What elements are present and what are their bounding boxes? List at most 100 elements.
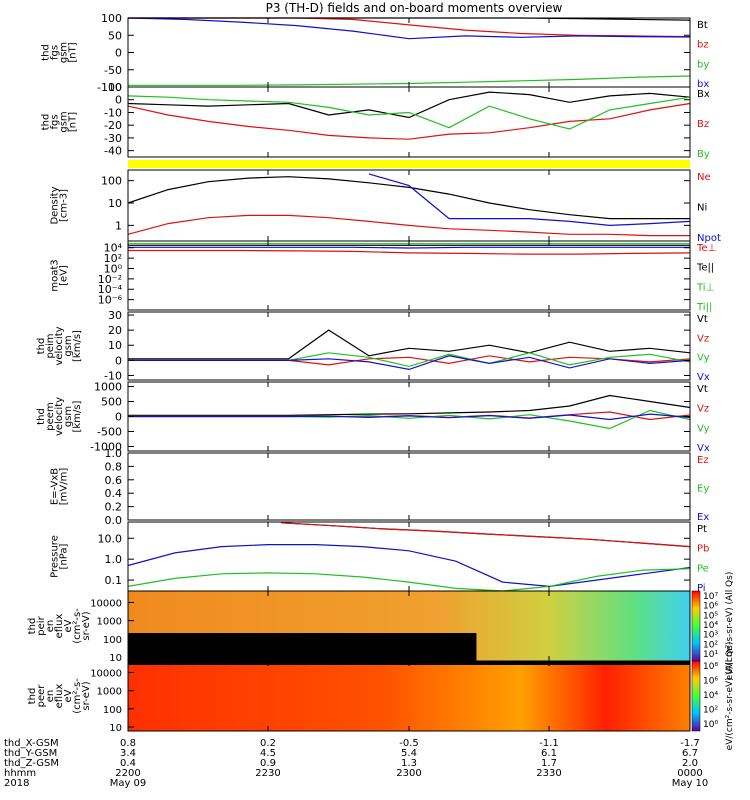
x-tick-label: 0.2	[260, 738, 276, 749]
legend-label: Pi	[697, 583, 706, 594]
series-line-ni	[127, 176, 690, 220]
x-tick-label: 2230	[255, 768, 280, 779]
legend-label: Bz	[697, 119, 709, 130]
legend-label: Te⊥	[696, 243, 716, 254]
legend-label: By	[697, 149, 710, 160]
legend-label: Vz	[697, 333, 709, 344]
y-tick-label: 0.0	[105, 514, 123, 527]
mode-bar	[128, 160, 690, 168]
y-tick-label: 1000	[94, 381, 122, 394]
colorbar-tick-label: 10⁶	[703, 602, 718, 612]
legend-label: Pb	[697, 544, 709, 555]
y-tick-label: 100	[101, 175, 122, 188]
legend-label: Bx	[697, 89, 710, 100]
y-tick-label: -10	[104, 106, 122, 119]
y-tick-label: 30	[108, 309, 122, 322]
y-tick-label: 10⁻⁴	[98, 283, 123, 296]
y-tick-label: 100	[103, 635, 122, 646]
panel-3: 100 10 1 Ne Ni Npot Density[cm-3]	[50, 169, 721, 244]
y-tick-label: 0.6	[105, 474, 123, 487]
y-axis-label: [nT]	[68, 112, 79, 132]
x-axis-row-label: thd_X-GSM	[4, 738, 59, 749]
series-line-by	[127, 95, 691, 130]
legend-label: bx	[697, 79, 709, 90]
y-tick-label: 10⁻⁶	[98, 294, 123, 307]
panel-6: 1000 500 0 -500 -1000 Vt Vz Vy Vx thdpeemvelocity…	[36, 381, 710, 455]
y-tick-label: 1000	[97, 687, 122, 698]
y-tick-label: -500	[97, 426, 122, 439]
x-tick-label: 1.3	[401, 758, 417, 769]
series-line-vx	[128, 413, 691, 421]
x-axis-row-label: thd_Z-GSM	[4, 758, 59, 769]
y-axis-label: eV	[63, 689, 74, 702]
series-line-vx	[128, 355, 691, 371]
y-axis-label: thd	[36, 408, 47, 425]
y-tick-label: 10	[108, 197, 122, 210]
x-tick-label: -0.5	[399, 738, 419, 749]
colorbar-tick-label: 10⁵	[703, 611, 718, 621]
y-axis-label: peir	[36, 615, 47, 635]
y-axis-label: velocity	[54, 326, 65, 365]
spectrogram-low-band	[128, 633, 477, 661]
series-line-npot	[368, 173, 691, 227]
y-tick-label: -10	[104, 369, 122, 382]
x-tick-label: 1.7	[541, 758, 557, 769]
y-axis-label: [km/s]	[72, 400, 83, 432]
y-axis-label: fgs	[50, 45, 61, 60]
x-tick-label: 2300	[396, 768, 421, 779]
colorbar-tick-label: 10²	[703, 706, 718, 716]
series-line-ne	[127, 214, 690, 237]
y-axis-label: [eV]	[59, 265, 70, 286]
y-axis-label: sr-eV)	[81, 611, 92, 640]
y-tick-label: 0	[115, 354, 122, 367]
y-axis-label: thd	[27, 618, 38, 635]
y-tick-label: 1.0	[105, 553, 123, 566]
legend-label: Vy	[697, 423, 710, 434]
y-axis-label: velocity	[54, 397, 65, 436]
y-axis-label: peer	[36, 684, 47, 708]
colorbar	[691, 590, 701, 662]
y-tick-label: 10.0	[98, 532, 123, 545]
x-axis-row-label: 2018	[4, 778, 29, 789]
y-tick-label: 0.2	[105, 501, 123, 514]
legend-label: Vx	[697, 372, 710, 383]
panel-5: 30 20 10 0 -10 Vt Vz Vy Vx thdpeimvelocitygsm[km/…	[36, 309, 710, 383]
y-axis-label: peim	[45, 333, 56, 358]
x-tick-label: May 10	[672, 778, 709, 789]
y-tick-label: 10⁰	[104, 262, 123, 275]
y-axis-label: [nPa]	[59, 543, 70, 569]
series-line-vt	[128, 394, 691, 416]
y-axis-label: thd	[27, 688, 38, 705]
y-tick-label: 10000	[90, 668, 122, 679]
x-tick-label: 0.4	[120, 758, 136, 769]
y-axis-label: (cm²-s-	[72, 678, 83, 714]
legend-label: bz	[697, 40, 709, 51]
y-axis-label: [mV/m]	[59, 468, 70, 506]
y-axis-label: thd	[36, 338, 47, 355]
y-tick-label: 10	[108, 339, 122, 352]
y-axis-label: eflux	[54, 684, 65, 709]
colorbar-label: eV/(cm²-s-sr-eV) (All Qs)	[725, 572, 735, 681]
legend-label: Vt	[697, 384, 708, 395]
y-tick-label: -50	[104, 64, 122, 77]
x-tick-label: 6.7	[682, 748, 698, 759]
y-tick-label: 10	[108, 81, 122, 94]
y-tick-label: 10⁻²	[98, 273, 122, 286]
y-axis-label: thd	[41, 44, 52, 61]
legend-label: by	[697, 59, 709, 70]
y-axis-label: (cm²-s-	[72, 608, 83, 644]
x-axis-row-label: thd_Y-GSM	[4, 748, 57, 759]
y-tick-label: 0.8	[105, 460, 123, 473]
y-tick-label: 0	[115, 94, 122, 107]
y-tick-label: -40	[104, 145, 122, 158]
y-tick-label: 100	[101, 12, 122, 25]
legend-label: Pe	[697, 563, 709, 574]
y-tick-label: 10000	[90, 598, 122, 609]
plot-title: P3 (TH-D) fields and on-board moments ov…	[265, 1, 563, 15]
y-axis-label: moat3	[50, 259, 61, 291]
series-line-ti	[128, 246, 690, 249]
series-line-pi	[127, 544, 691, 588]
